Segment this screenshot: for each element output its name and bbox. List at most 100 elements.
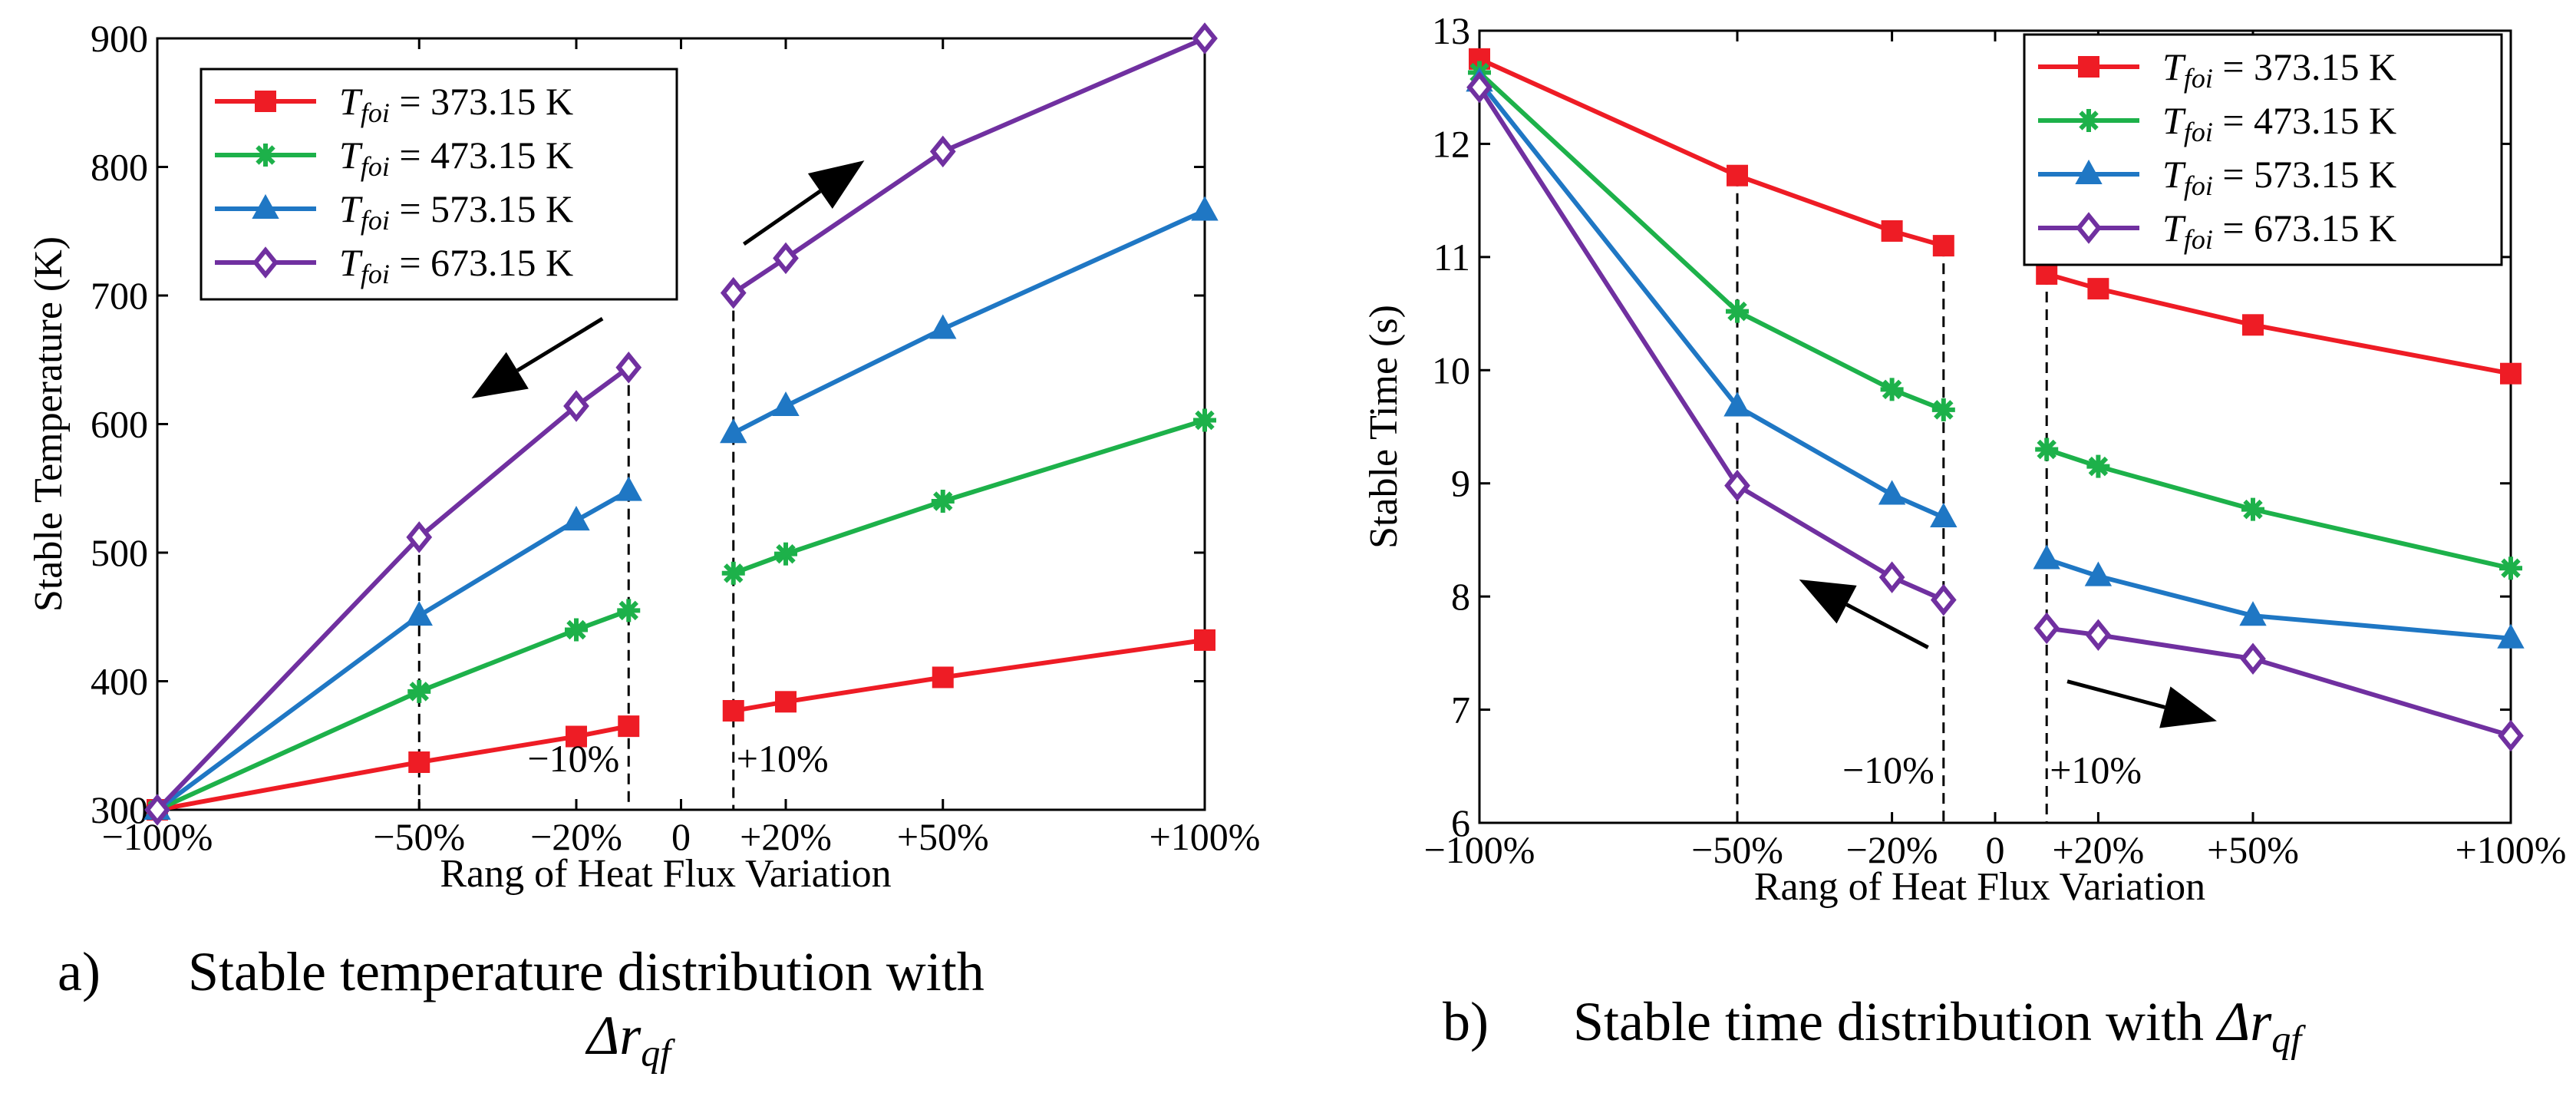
panel-a-series-1-point bbox=[722, 700, 744, 722]
panel-b-series-3-point bbox=[2497, 623, 2525, 649]
panel-a-series-4-line-right bbox=[732, 36, 1206, 296]
panel-a-series-1-point bbox=[408, 751, 430, 774]
panel-a-xtick-label: +100% bbox=[1149, 815, 1261, 858]
panel-b-annotation: −10% bbox=[1842, 748, 1934, 791]
panel-b-series-4-point bbox=[1724, 469, 1750, 502]
panel-a-series-2-point bbox=[407, 679, 431, 703]
panel-a-xtick-label: +20% bbox=[740, 815, 832, 858]
panel-a-xtick-label: −50% bbox=[373, 815, 465, 858]
panel-b-series-1-point bbox=[2087, 278, 2109, 300]
panel-a-series-1-point bbox=[618, 715, 640, 738]
caption-b-symbol: Δr bbox=[2217, 991, 2272, 1052]
panel-a-series-1-point bbox=[775, 691, 797, 713]
panel-b-ytick-label: 8 bbox=[1451, 575, 1470, 618]
panel-a-series-3-point bbox=[1191, 196, 1219, 221]
panel-b-series-1-line-left bbox=[1478, 57, 1944, 248]
panel-b-ytick-label: 10 bbox=[1432, 348, 1470, 391]
panel-b-xtick-label: −20% bbox=[1846, 828, 1938, 871]
panel-a-series-4-point bbox=[615, 352, 642, 384]
panel-a-ytick-label: 700 bbox=[91, 274, 148, 317]
panel-b-ytick-label: 6 bbox=[1451, 801, 1470, 844]
panel-a-ytick-label: 600 bbox=[91, 403, 148, 446]
panel-a-series-3-point bbox=[615, 476, 642, 501]
panel-b-series-2-point bbox=[1931, 398, 1955, 421]
panel-b-series-3-point bbox=[1723, 391, 1751, 417]
caption-b-sub: qf bbox=[2271, 1017, 2302, 1061]
panel-a-series-1-point bbox=[1194, 629, 1215, 651]
panel-b-xtick-label: 0 bbox=[1986, 828, 2005, 871]
panel-b-xtick-label: +100% bbox=[2456, 828, 2567, 871]
panel-b-series-4-point bbox=[2033, 612, 2060, 645]
panel-b-xtick-label: −100% bbox=[1424, 828, 1535, 871]
panel-a-annotation: +10% bbox=[737, 737, 829, 780]
panel-b-series-4-line-right bbox=[2046, 626, 2512, 738]
panel-a-legend-label-1: Tfoi = 373.15 K bbox=[339, 80, 573, 128]
panel-b-series-3-point bbox=[1878, 480, 1906, 505]
panel-a-series-4-point bbox=[773, 242, 799, 275]
panel-a-series-3-point bbox=[562, 506, 590, 531]
panel-a-series-1-point bbox=[566, 725, 587, 748]
panel-a-series-1-point bbox=[932, 666, 954, 689]
panel-a-ytick-label: 400 bbox=[91, 660, 148, 703]
panel-a-series-4-point bbox=[1192, 22, 1218, 54]
panel-b-legend: Tfoi = 373.15 K Tfoi = 473.15 K Tfoi = 573… bbox=[2023, 33, 2503, 266]
panel-b-series-1-point bbox=[1881, 220, 1903, 242]
panel-a-series-3-line-right bbox=[732, 208, 1206, 435]
panel-b-series-2-point bbox=[1726, 299, 1749, 323]
panel-b-series-1-point bbox=[2500, 362, 2522, 385]
panel-b-arrow-up-left bbox=[1799, 580, 1929, 649]
panel-a-legend-marker-1 bbox=[255, 91, 276, 112]
panel-b-series-3-line-left bbox=[1477, 80, 1945, 520]
panel-b-legend-marker-4 bbox=[2076, 212, 2102, 244]
panel-a-annotation: −10% bbox=[527, 737, 619, 780]
panel-b-series-3-point bbox=[1930, 502, 1958, 527]
caption-a-text: Stable temperature distribution with bbox=[188, 941, 985, 1002]
panel-a-ytick-label: 900 bbox=[91, 17, 148, 60]
panel-a-ytick-label: 300 bbox=[91, 788, 148, 831]
panel-b-series-2-line-left bbox=[1477, 71, 1944, 412]
panel-a-legend-marker-4 bbox=[252, 246, 279, 279]
panel-b-series-1-point bbox=[2036, 263, 2058, 285]
panel-b-legend-marker-3 bbox=[2075, 159, 2103, 184]
panel-b-series-4-point bbox=[2085, 619, 2112, 652]
panel-a-ytick-label: 800 bbox=[91, 146, 148, 189]
panel-a-xtick-label: −20% bbox=[530, 815, 622, 858]
panel-b-series-3-point bbox=[2084, 561, 2113, 586]
panel-a-legend-label-3: Tfoi = 573.15 K bbox=[339, 187, 573, 236]
panel-a-series-3-line-left bbox=[156, 488, 630, 812]
panel-a-series-1-line-left bbox=[157, 724, 629, 812]
caption-b: b) Stable time distribution with Δrqf bbox=[1443, 990, 2301, 1062]
panel-a-series-4-point bbox=[563, 390, 589, 422]
panel-b-arrow-down-right bbox=[2066, 679, 2217, 728]
panel-b-legend-label-2: Tfoi = 473.15 K bbox=[2162, 99, 2396, 147]
panel-b-series-4-point bbox=[1878, 561, 1905, 593]
caption-b-letter: b) bbox=[1443, 991, 1489, 1052]
panel-a-series-4-line-left bbox=[155, 365, 631, 812]
panel-b-series-4-point bbox=[2498, 719, 2524, 752]
panel-b-legend-marker-1 bbox=[2078, 56, 2099, 78]
panel-a-y-axis-label: Stable Temperature (K) bbox=[27, 236, 71, 612]
caption-a-sub: qf bbox=[641, 1031, 671, 1075]
panel-b-series-2-point bbox=[2086, 454, 2110, 478]
panel-a-series-2-point bbox=[565, 618, 588, 642]
panel-b-series-2-point bbox=[1880, 378, 1904, 401]
panel-a-legend-label-4: Tfoi = 673.15 K bbox=[339, 241, 573, 289]
panel-b-x-axis-label: Rang of Heat Flux Variation bbox=[1754, 865, 2205, 909]
panel-b-xtick-label: +20% bbox=[2052, 828, 2144, 871]
panel-a-series-2-point bbox=[1193, 408, 1216, 432]
panel-a-series-4-point bbox=[929, 135, 956, 168]
panel-a-legend: Tfoi = 373.15 K Tfoi = 473.15 K Tfoi = 573… bbox=[200, 68, 678, 301]
panel-b-series-4-point bbox=[2240, 642, 2266, 675]
caption-a-line1: a) Stable temperature distribution with bbox=[58, 940, 985, 1004]
panel-a-series-2-line-left bbox=[156, 608, 630, 812]
panel-a-legend-marker-3 bbox=[252, 193, 279, 219]
panel-a-legend-marker-2 bbox=[254, 144, 277, 167]
panel-a-series-2-point bbox=[774, 542, 797, 566]
panel-b-ytick-label: 7 bbox=[1451, 689, 1470, 731]
panel-b-ytick-label: 9 bbox=[1451, 462, 1470, 505]
panel-b-series-3-point bbox=[2033, 544, 2060, 570]
panel-a-arrow-up-right bbox=[742, 160, 865, 246]
panel-a-ytick-label: 500 bbox=[91, 531, 148, 574]
panel-b-legend-label-1: Tfoi = 373.15 K bbox=[2162, 45, 2396, 94]
panel-b-series-2-point bbox=[2035, 438, 2059, 461]
